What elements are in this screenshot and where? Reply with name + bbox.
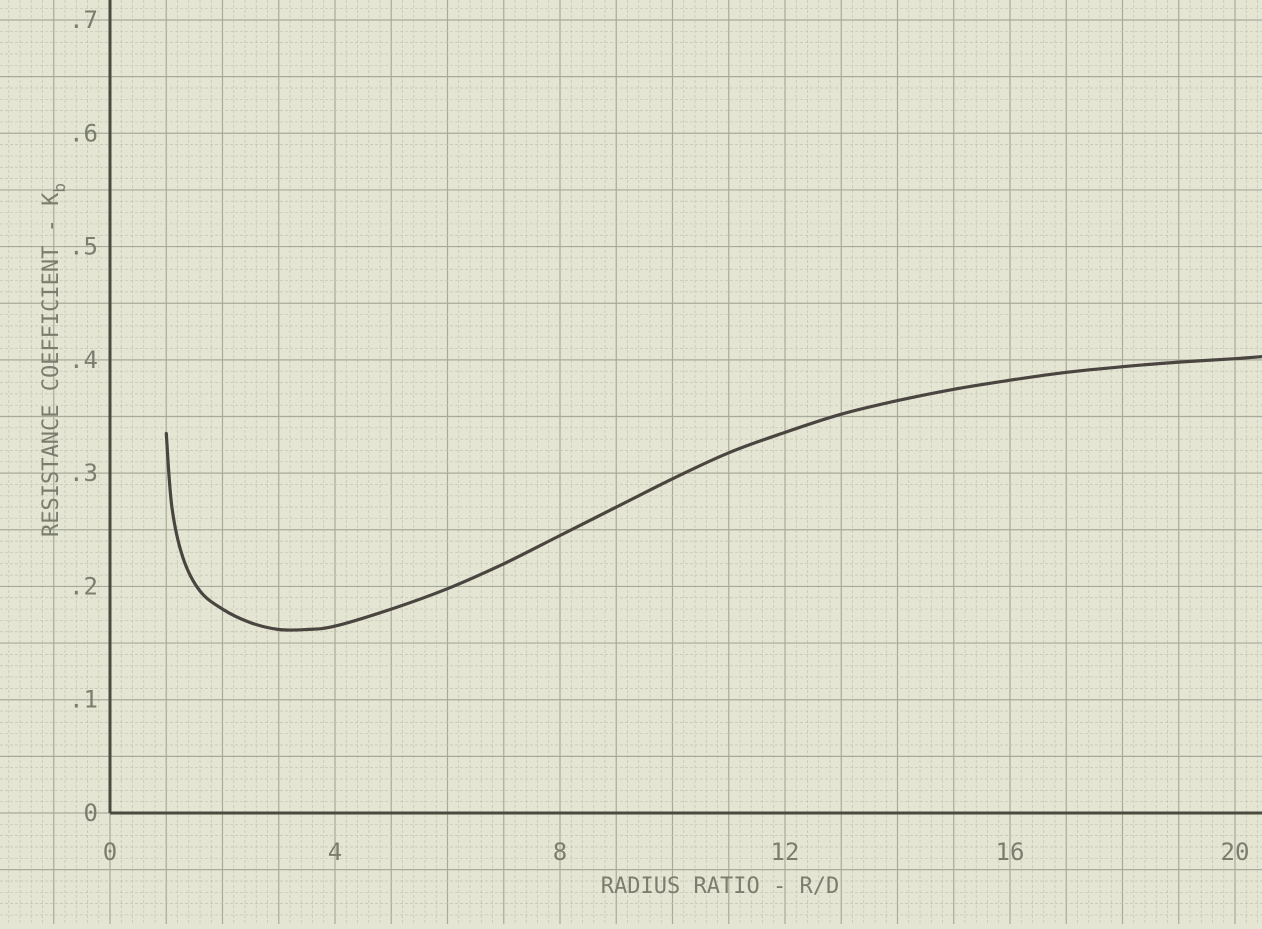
- y-axis-label: RESISTANCE COEFFICIENT - Kb: [39, 183, 69, 537]
- y-tick-label: .4: [69, 346, 98, 374]
- y-tick-label: 0: [84, 799, 98, 827]
- x-tick-label: 4: [328, 838, 342, 866]
- y-axis-label-main: RESISTANCE COEFFICIENT - K: [39, 192, 64, 537]
- tick-labels: 0 4 8 12 16 20 0 .1 .2 .3 .4 .5 .6 .7: [69, 6, 1249, 866]
- series-layer: [164, 354, 1262, 632]
- y-tick-label: .7: [69, 6, 98, 34]
- x-tick-label: 0: [103, 838, 117, 866]
- y-axis-label-subscript: b: [50, 183, 69, 193]
- y-tick-label: .5: [69, 233, 98, 261]
- y-tick-label: .1: [69, 686, 98, 714]
- axes: [108, 0, 1262, 815]
- x-tick-label: 20: [1221, 838, 1250, 866]
- x-tick-label: 12: [771, 838, 800, 866]
- y-tick-label: .6: [69, 119, 98, 147]
- y-tick-label: .3: [69, 459, 98, 487]
- x-axis-label: RADIUS RATIO - R/D: [601, 874, 839, 899]
- series-line: [164, 354, 1262, 632]
- x-tick-label: 8: [553, 838, 567, 866]
- y-tick-label: .2: [69, 572, 98, 600]
- x-tick-label: 16: [996, 838, 1025, 866]
